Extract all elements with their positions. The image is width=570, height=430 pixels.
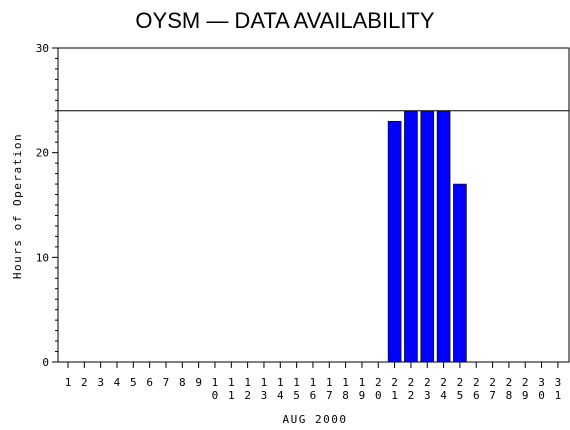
y-tick-label: 0 [42,356,49,369]
x-tick-label: 6 [146,376,153,389]
x-tick-label: 1 [65,376,72,389]
plot-frame [57,47,570,363]
x-tick-label: 5 [130,376,137,389]
x-tick-label: 9 [195,376,202,389]
y-axis-label: Hours of Operation [11,133,24,279]
x-tick-label: 4 [114,376,121,389]
y-tick-label: 10 [36,251,49,264]
bar-day-25 [453,183,467,363]
bar-day-22 [404,110,418,363]
x-tick-label: 8 [179,376,186,389]
y-tick-label: 30 [36,42,49,55]
bar-day-21 [387,120,402,363]
x-axis-label: AUG 2000 [283,413,348,426]
y-tick-label: 20 [36,147,49,160]
x-tick-label: 7 [163,376,170,389]
chart-title: OYSM — DATA AVAILABILITY [135,8,434,33]
y-axis-ticks: 0 10 20 30 [36,42,58,369]
bar-day-23 [420,110,435,363]
x-tick-label: 2 [81,376,88,389]
bars-layer [387,110,467,363]
x-axis-ticks: 1 2 3 4 5 6 7 8 9 1 01 11 21 31 41 51 61 71 81 92 02 12 22 32 42… [65,362,562,402]
x-tick-label: 3 [97,376,104,389]
bar-day-24 [436,110,451,363]
